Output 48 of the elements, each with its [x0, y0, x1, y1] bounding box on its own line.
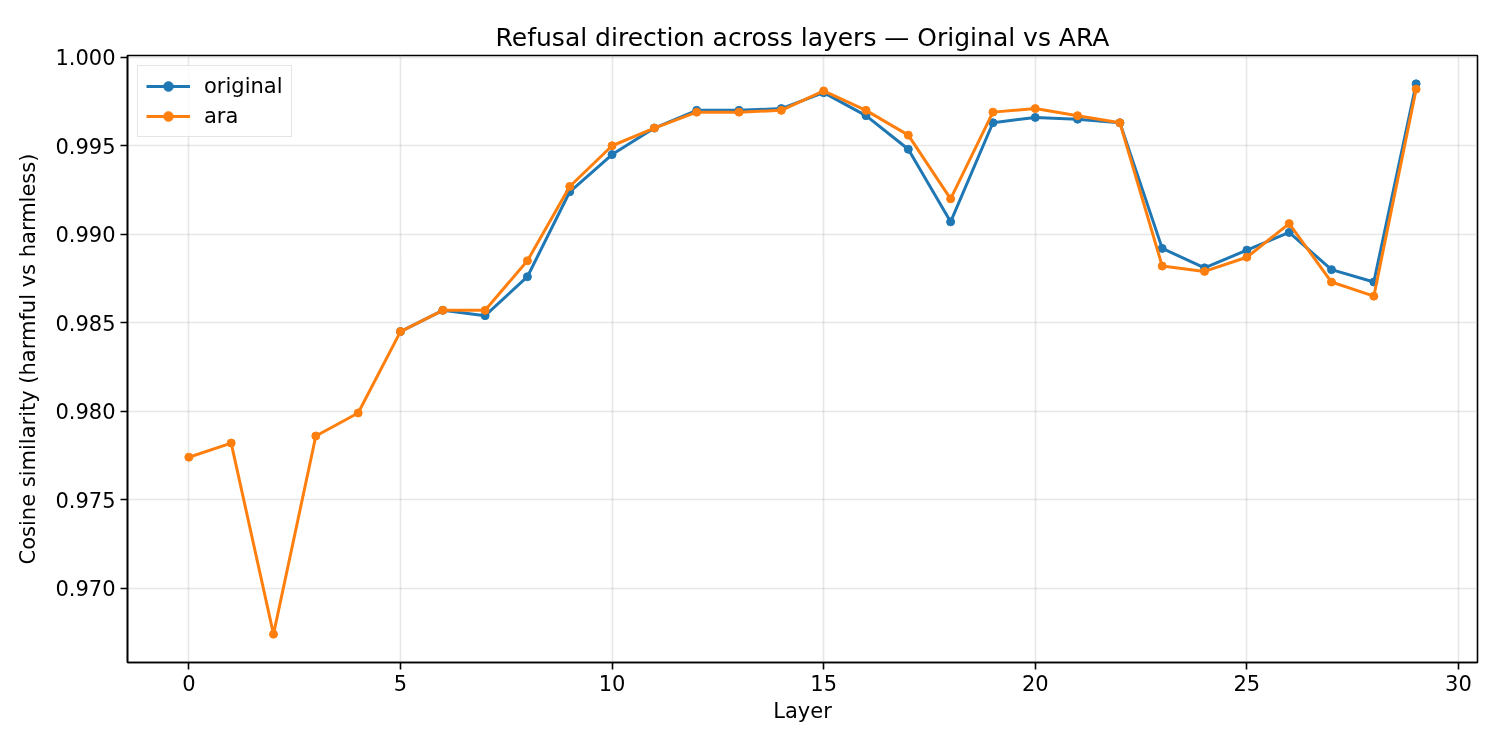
point [607, 150, 617, 160]
point [1242, 252, 1252, 262]
point [1030, 104, 1040, 114]
point [1284, 227, 1294, 237]
x-tick-label: 0 [182, 671, 196, 696]
x-tick-label: 25 [1233, 671, 1261, 696]
x-tick-label: 5 [393, 671, 408, 696]
y-tick-label: 0.975 [55, 488, 116, 513]
point [311, 431, 321, 441]
point [269, 629, 278, 639]
y-axis-title: Cosine similarity (harmful vs harmless) [16, 153, 41, 565]
y-tick-label: 0.990 [55, 223, 116, 248]
point [522, 256, 532, 266]
legend-label: original [204, 74, 283, 98]
point [1030, 112, 1040, 122]
y-tick-label: 0.985 [55, 311, 116, 336]
point [353, 408, 363, 418]
point [565, 181, 575, 191]
x-axis-title: Layer [773, 698, 833, 723]
y-tick-label: 0.995 [55, 134, 116, 159]
y-tick-label: 0.970 [55, 577, 116, 602]
y-tick-label: 1.000 [55, 46, 116, 71]
y-tick-label: 0.980 [55, 400, 116, 425]
x-tick-label: 30 [1445, 671, 1472, 696]
point [1157, 261, 1167, 271]
point [988, 107, 998, 117]
x-tick-label: 20 [1021, 671, 1049, 696]
point [1369, 291, 1379, 301]
point [1411, 84, 1421, 94]
point [903, 144, 913, 154]
point [184, 452, 194, 462]
point [1284, 219, 1294, 229]
point [946, 194, 956, 204]
point [1327, 277, 1336, 287]
point [861, 105, 871, 115]
point [903, 130, 913, 140]
point [480, 305, 490, 315]
chart-title: Refusal direction across layers — Original vs ARA [495, 22, 1110, 52]
point [522, 272, 532, 282]
x-tick-label: 15 [810, 671, 838, 696]
point [1157, 243, 1167, 253]
x-tick-label: 10 [598, 671, 626, 696]
legend-label: ara [204, 104, 239, 128]
point [946, 217, 956, 227]
point [607, 141, 617, 151]
point [226, 438, 236, 448]
point [1327, 265, 1336, 275]
point [988, 118, 998, 128]
